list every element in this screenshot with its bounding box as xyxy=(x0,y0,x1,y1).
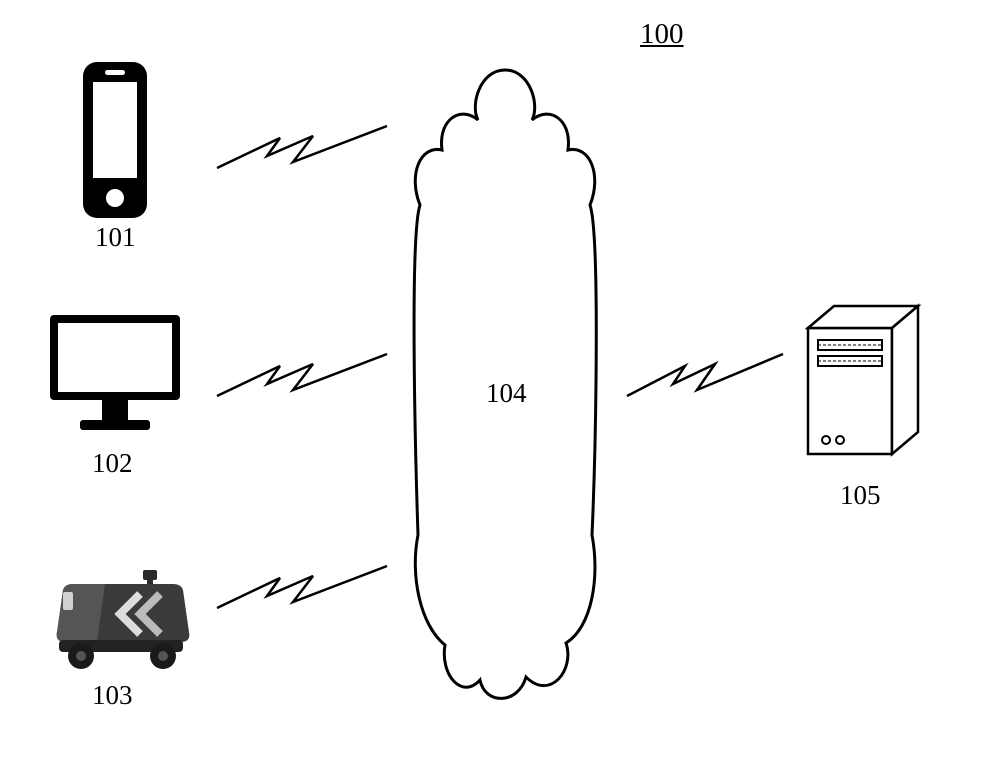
cloud-label: 104 xyxy=(486,378,527,409)
server-icon xyxy=(800,300,930,460)
server-label: 105 xyxy=(840,480,881,511)
link-cloud-server xyxy=(625,348,785,408)
monitor-label: 102 xyxy=(92,448,133,479)
figure-number: 100 xyxy=(640,18,684,51)
robot-icon xyxy=(45,570,195,670)
link-phone-cloud xyxy=(215,120,390,180)
phone-icon xyxy=(65,60,165,220)
robot-label: 103 xyxy=(92,680,133,711)
phone-label: 101 xyxy=(95,222,136,253)
link-robot-cloud xyxy=(215,560,390,620)
diagram-stage: 100 101 102 xyxy=(0,0,1000,776)
monitor-icon xyxy=(40,310,190,440)
link-monitor-cloud xyxy=(215,348,390,408)
